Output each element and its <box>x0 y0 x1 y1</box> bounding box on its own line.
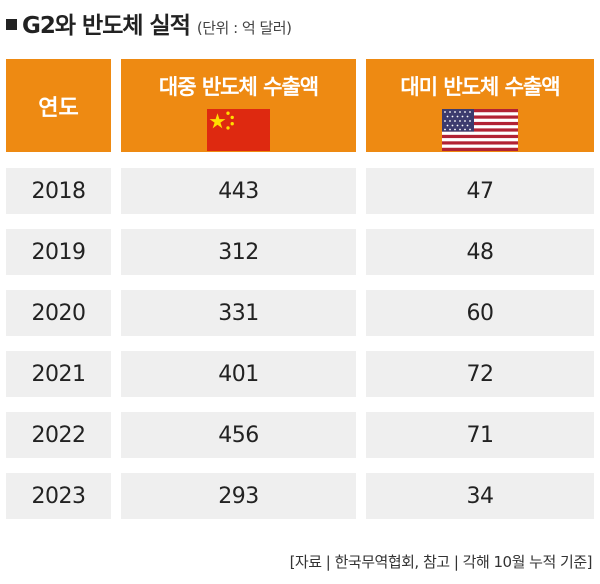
usa-flag-icon <box>442 109 518 151</box>
table-header: 연도 대중 반도체 수출액 대미 반도체 수출액 <box>6 59 594 152</box>
table-row: 2021 401 72 <box>6 351 594 397</box>
china-export-cell: 331 <box>121 290 356 336</box>
export-table: 연도 대중 반도체 수출액 대미 반도체 수출액 <box>6 59 594 534</box>
table-body: 2018 443 47 2019 312 48 2020 331 60 2021 401 72 2022… <box>6 168 594 519</box>
usa-export-cell: 48 <box>366 229 594 275</box>
usa-export-cell: 71 <box>366 412 594 458</box>
year-cell: 2021 <box>6 351 111 397</box>
usa-export-cell: 60 <box>366 290 594 336</box>
title-square-icon <box>6 19 17 30</box>
unit-label: (단위 : 억 달러) <box>196 19 292 37</box>
header-china: 대중 반도체 수출액 <box>121 59 356 152</box>
table-row: 2018 443 47 <box>6 168 594 214</box>
usa-export-cell: 47 <box>366 168 594 214</box>
page-title: G2와 반도체 실적 <box>22 13 191 39</box>
table-row: 2020 331 60 <box>6 290 594 336</box>
header-usa: 대미 반도체 수출액 <box>366 59 594 152</box>
china-export-cell: 293 <box>121 473 356 519</box>
header-china-label: 대중 반도체 수출액 <box>158 75 319 99</box>
header-spacer <box>6 152 594 168</box>
table-row: 2022 456 71 <box>6 412 594 458</box>
usa-export-cell: 34 <box>366 473 594 519</box>
year-cell: 2022 <box>6 412 111 458</box>
header-year: 연도 <box>6 59 111 152</box>
usa-export-cell: 72 <box>366 351 594 397</box>
china-export-cell: 443 <box>121 168 356 214</box>
year-cell: 2020 <box>6 290 111 336</box>
source-note: [자료 | 한국무역협회, 참고 | 각해 10월 누적 기준] <box>289 553 593 571</box>
year-cell: 2023 <box>6 473 111 519</box>
header-usa-label: 대미 반도체 수출액 <box>400 75 560 99</box>
china-export-cell: 456 <box>121 412 356 458</box>
table-row: 2019 312 48 <box>6 229 594 275</box>
title-row: G2와 반도체 실적 (단위 : 억 달러) <box>6 6 292 39</box>
year-cell: 2018 <box>6 168 111 214</box>
table-row: 2023 293 34 <box>6 473 594 519</box>
year-cell: 2019 <box>6 229 111 275</box>
china-export-cell: 312 <box>121 229 356 275</box>
china-flag-icon <box>207 109 270 151</box>
china-export-cell: 401 <box>121 351 356 397</box>
